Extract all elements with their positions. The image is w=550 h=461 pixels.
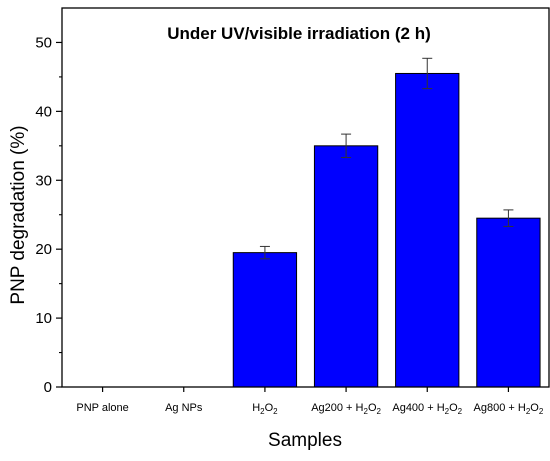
x-axis-title: Samples xyxy=(268,430,342,451)
error-bar xyxy=(259,245,270,260)
x-tick-label: PNP alone xyxy=(76,402,128,414)
x-tick-label: Ag200 + H2O2 xyxy=(311,402,381,416)
error-bar xyxy=(503,209,514,227)
x-tick-label: Ag800 + H2O2 xyxy=(474,402,544,416)
y-tick-label: 0 xyxy=(44,379,52,396)
error-bar xyxy=(341,133,352,159)
plot-frame xyxy=(61,7,550,388)
y-tick-label: 30 xyxy=(35,172,52,189)
chart-title: Under UV/visible irradiation (2 h) xyxy=(167,24,431,43)
bar xyxy=(476,217,541,388)
y-tick-label: 50 xyxy=(35,34,52,51)
y-axis-title: PNP degradation (%) xyxy=(8,125,29,304)
bar xyxy=(313,145,379,388)
y-tick-label: 20 xyxy=(35,241,52,258)
bar xyxy=(232,252,298,388)
y-tick-label: 10 xyxy=(35,310,52,327)
bar xyxy=(395,72,460,388)
y-tick-label: 40 xyxy=(35,103,52,120)
x-tick-label: H2O2 xyxy=(252,402,278,416)
x-tick-label: Ag NPs xyxy=(165,402,203,414)
error-bar xyxy=(422,57,433,90)
x-tick-label: Ag400 + H2O2 xyxy=(392,402,462,416)
